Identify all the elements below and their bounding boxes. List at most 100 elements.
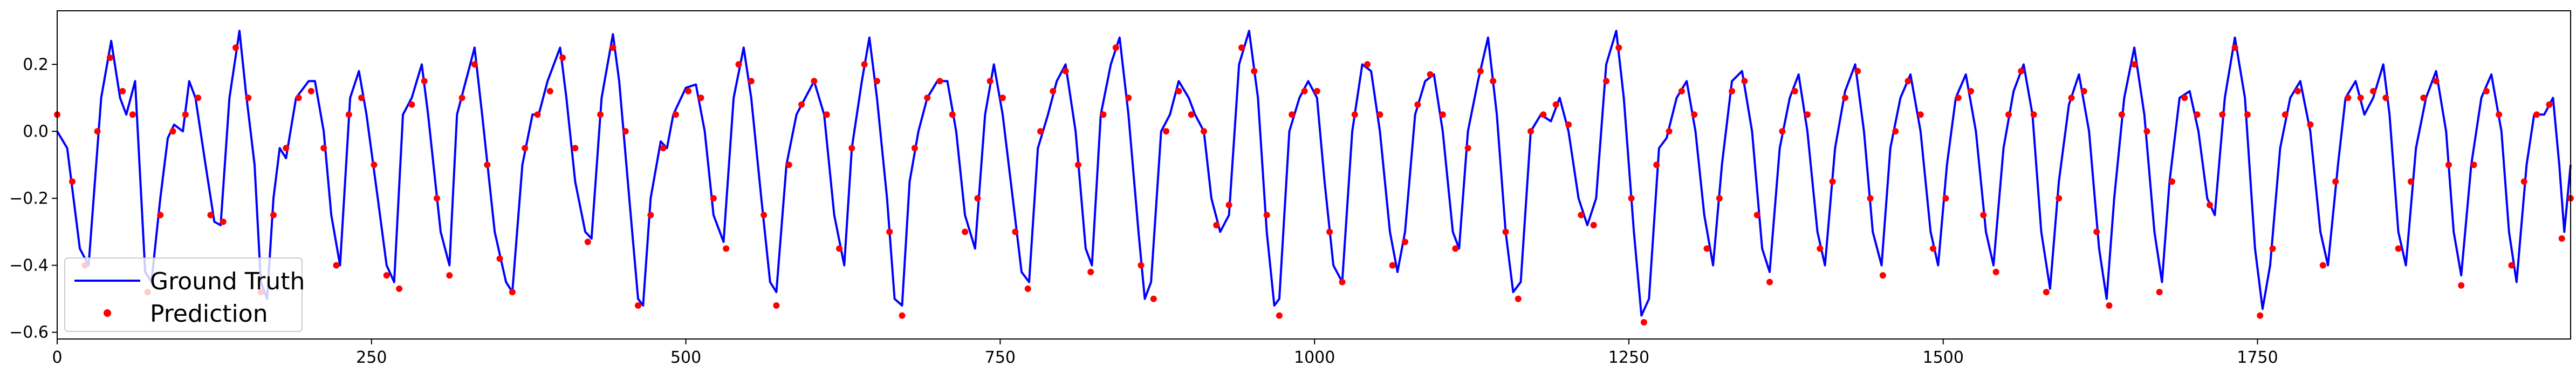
prediction-point	[2169, 178, 2175, 185]
prediction-point	[1289, 111, 1296, 118]
prediction-point	[1062, 67, 1069, 74]
prediction-point	[333, 262, 340, 269]
prediction-point	[660, 145, 667, 152]
prediction-point	[496, 255, 503, 262]
legend: Ground Truth Prediction	[64, 257, 305, 332]
prediction-point	[522, 145, 529, 152]
prediction-point	[509, 289, 516, 296]
prediction-point	[408, 101, 415, 108]
prediction-point	[2445, 161, 2452, 168]
prediction-point	[458, 94, 465, 101]
prediction-point	[2319, 262, 2326, 269]
prediction-point	[672, 111, 679, 118]
series-prediction	[54, 44, 2574, 325]
prediction-point	[999, 94, 1006, 101]
prediction-point	[811, 78, 818, 85]
prediction-point	[1150, 295, 1157, 302]
prediction-point	[2382, 94, 2389, 101]
prediction-point	[220, 218, 227, 225]
prediction-point	[1691, 111, 1698, 118]
prediction-point	[2533, 111, 2540, 118]
prediction-point	[635, 302, 641, 309]
prediction-point	[723, 245, 730, 252]
prediction-point	[1313, 87, 1320, 94]
prediction-point	[1263, 212, 1270, 219]
prediction-point	[1112, 44, 1119, 51]
prediction-point	[2131, 61, 2138, 68]
prediction-point	[2332, 178, 2339, 185]
prediction-point	[2269, 245, 2276, 252]
prediction-point	[207, 212, 214, 219]
prediction-point	[710, 195, 717, 202]
prediction-point	[886, 228, 893, 235]
prediction-point	[1942, 195, 1949, 202]
prediction-point	[1766, 279, 1773, 286]
prediction-point	[1087, 268, 1094, 275]
prediction-point	[2143, 128, 2150, 135]
prediction-point	[1779, 128, 1786, 135]
prediction-point	[1615, 44, 1622, 51]
y-tick-label: −0.4	[9, 256, 49, 275]
prediction-point	[1653, 161, 1660, 168]
prediction-point	[685, 87, 692, 94]
y-tick-label: 0.2	[23, 55, 49, 74]
prediction-point	[748, 78, 755, 85]
prediction-point	[1464, 145, 1471, 152]
prediction-point	[697, 94, 704, 101]
prediction-point	[2207, 201, 2213, 208]
prediction-point	[1414, 101, 1421, 108]
prediction-point	[1980, 212, 1987, 219]
prediction-point	[1175, 87, 1182, 94]
prediction-point	[383, 272, 390, 279]
prediction-point	[1854, 67, 1861, 74]
prediction-point	[1037, 128, 1044, 135]
prediction-point	[1565, 121, 1572, 128]
prediction-point	[1603, 78, 1609, 85]
prediction-point	[1251, 67, 1258, 74]
prediction-point	[773, 302, 780, 309]
prediction-point	[182, 111, 189, 118]
prediction-point	[2558, 235, 2565, 242]
legend-label-prediction: Prediction	[150, 300, 268, 328]
prediction-point	[1640, 319, 1647, 325]
prediction-point	[986, 78, 994, 85]
prediction-point	[2231, 44, 2238, 51]
prediction-point	[1804, 111, 1811, 118]
prediction-point	[647, 212, 654, 219]
prediction-point	[195, 94, 202, 101]
legend-label-ground-truth: Ground Truth	[150, 268, 305, 295]
prediction-point	[2520, 178, 2527, 185]
x-tick-label: 1750	[2237, 348, 2278, 367]
prediction-point	[572, 145, 579, 152]
prediction-point	[1968, 87, 1974, 94]
prediction-point	[1540, 111, 1547, 118]
prediction-point	[2106, 302, 2113, 309]
prediction-point	[1201, 128, 1207, 135]
prediction-point	[559, 54, 566, 61]
prediction-point	[1389, 262, 1396, 269]
prediction-point	[2219, 111, 2226, 118]
prediction-point	[622, 128, 629, 135]
prediction-point	[1125, 94, 1132, 101]
prediction-point	[1917, 111, 1924, 118]
prediction-point	[2018, 67, 2025, 74]
prediction-point	[471, 61, 478, 68]
prediction-point	[2043, 289, 2050, 296]
prediction-point	[2407, 178, 2414, 185]
prediction-point	[129, 111, 136, 118]
prediction-point	[1402, 239, 1408, 246]
prediction-point	[358, 94, 365, 101]
prediction-point	[2080, 87, 2087, 94]
prediction-point	[873, 78, 880, 85]
prediction-point	[911, 145, 918, 152]
prediction-point	[94, 128, 101, 135]
prediction-point	[1515, 295, 1522, 302]
x-tick-label: 250	[356, 348, 387, 367]
prediction-point	[899, 312, 906, 319]
prediction-point	[1628, 195, 1635, 202]
prediction-point	[2282, 111, 2289, 118]
prediction-point	[2496, 111, 2503, 118]
prediction-point	[283, 145, 290, 152]
prediction-point	[1867, 195, 1874, 202]
x-tick-label: 0	[52, 348, 62, 367]
